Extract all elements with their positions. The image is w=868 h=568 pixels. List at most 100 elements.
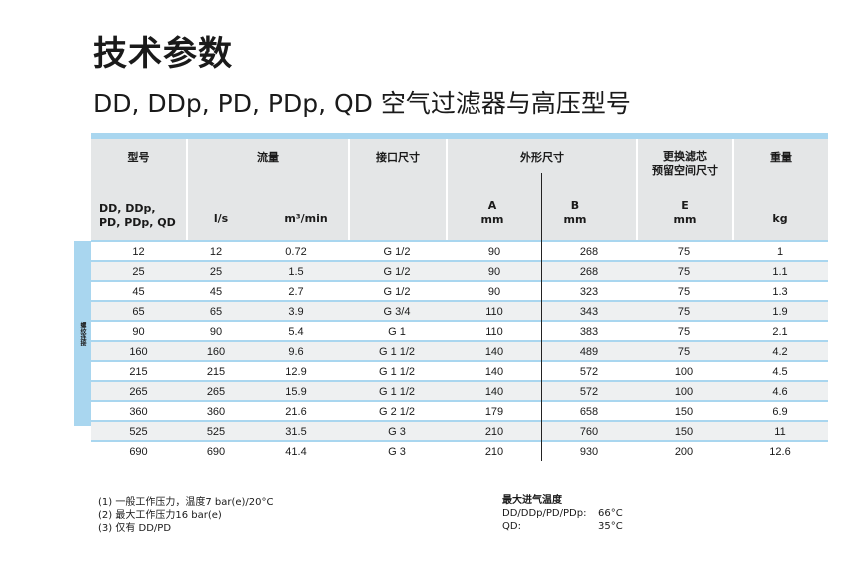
cell-dim-a: 110 (485, 326, 503, 338)
cell-model: 160 (129, 346, 148, 358)
cell-dim-e: 100 (674, 386, 694, 398)
cell-connection: G 1 1/2 (378, 386, 416, 398)
row-separator (91, 240, 828, 242)
max-temp-value-1: 66°C (598, 508, 623, 519)
cell-dim-e: 100 (674, 366, 694, 378)
cell-dim-a: 179 (484, 406, 504, 418)
cell-model: 215 (129, 366, 148, 378)
side-label: 螺纹连接 (79, 321, 86, 346)
cell-flow-m3min: 31.5 (285, 426, 307, 438)
cell-flow-ls: 90 (209, 326, 223, 338)
cell-flow-ls: 65 (209, 306, 223, 318)
cell-flow-ls: 25 (209, 266, 223, 278)
row-separator (91, 340, 828, 342)
cell-flow-ls: 265 (206, 386, 226, 398)
cell-flow-m3min: 3.9 (288, 306, 304, 318)
cell-dim-a: 90 (487, 286, 501, 298)
table-header (91, 139, 828, 241)
cell-flow-ls: 160 (206, 346, 226, 358)
cell-model: 265 (129, 386, 148, 398)
header-separator (636, 139, 638, 241)
cell-flow-m3min: 2.7 (288, 286, 304, 298)
header-model-names: DD, DDp, PD, PDp, QD (99, 202, 176, 229)
cell-dim-b: 572 (579, 366, 599, 378)
cell-model: 525 (129, 426, 148, 438)
header-unit-kg: kg (772, 212, 788, 225)
cell-weight: 1 (776, 246, 784, 258)
max-temp-label-1: DD/DDp/PD/PDp: (502, 508, 587, 519)
cell-dim-a: 210 (484, 446, 504, 458)
cell-flow-ls: 215 (206, 366, 226, 378)
cell-model: 90 (132, 326, 145, 338)
page-title: 技术参数 (93, 34, 233, 74)
cell-dim-e: 75 (677, 286, 691, 298)
cell-dim-a: 90 (487, 266, 501, 278)
table-top-bar (91, 133, 828, 139)
cell-flow-ls: 525 (206, 426, 226, 438)
cell-connection: G 2 1/2 (378, 406, 416, 418)
table-row: 25 25 1.5 G 1/2 90 268 75 1.1 (91, 262, 828, 282)
side-label-bar (74, 241, 91, 426)
cell-dim-a: 210 (484, 426, 504, 438)
row-separator (91, 400, 828, 402)
cell-dim-e: 75 (677, 306, 691, 318)
cell-flow-m3min: 0.72 (285, 246, 307, 258)
row-separator (91, 440, 828, 442)
cell-weight: 11 (774, 426, 786, 438)
cell-flow-ls: 12 (209, 246, 223, 258)
cell-dim-a: 90 (487, 246, 501, 258)
table-row: 90 90 5.4 G 1 110 383 75 2.1 (91, 322, 828, 342)
table-row: 65 65 3.9 G 3/4 110 343 75 1.9 (91, 302, 828, 322)
header-separator (446, 139, 448, 241)
cell-model: 690 (129, 446, 148, 458)
table-row: 160 160 9.6 G 1 1/2 140 489 75 4.2 (91, 342, 828, 362)
cell-dim-e: 75 (677, 246, 691, 258)
cell-dim-b: 268 (579, 266, 599, 278)
cell-dim-b: 343 (579, 306, 599, 318)
cell-model: 65 (132, 306, 145, 318)
cell-dim-b: 658 (579, 406, 599, 418)
cell-dim-a: 110 (485, 306, 503, 318)
cell-dim-b: 268 (579, 246, 599, 258)
header-dimensions: 外形尺寸 (520, 151, 564, 164)
cell-weight: 1.1 (772, 266, 788, 278)
cell-connection: G 3 (388, 446, 406, 458)
cell-flow-m3min: 21.6 (285, 406, 307, 418)
cell-flow-ls: 360 (206, 406, 226, 418)
cell-weight: 12.6 (769, 446, 791, 458)
header-connection: 接口尺寸 (376, 151, 420, 164)
cell-dim-e: 75 (677, 346, 691, 358)
cell-weight: 4.5 (772, 366, 788, 378)
cell-flow-ls: 45 (209, 286, 223, 298)
table-row: 12 12 0.72 G 1/2 90 268 75 1 (91, 242, 828, 262)
max-temp-title: 最大进气温度 (502, 495, 562, 506)
cell-model: 360 (129, 406, 148, 418)
cell-dim-b: 930 (579, 446, 599, 458)
cell-connection: G 1/2 (383, 266, 411, 278)
table-row: 265 265 15.9 G 1 1/2 140 572 100 4.6 (91, 382, 828, 402)
header-flow: 流量 (257, 151, 279, 164)
cell-weight: 4.6 (772, 386, 788, 398)
cell-dim-e: 75 (677, 326, 691, 338)
cell-connection: G 3 (388, 426, 406, 438)
header-dim-e: E mm (673, 199, 697, 226)
header-weight: 重量 (770, 151, 792, 164)
cell-connection: G 1/2 (383, 246, 411, 258)
cell-model: 45 (132, 286, 145, 298)
note-3: (3) 仅有 DD/PD (98, 523, 172, 534)
table-row: 690 690 41.4 G 3 210 930 200 12.6 (91, 442, 828, 462)
row-separator (91, 380, 828, 382)
row-separator (91, 260, 828, 262)
max-temp-value-2: 35°C (598, 521, 623, 532)
cell-flow-m3min: 5.4 (288, 326, 304, 338)
row-separator (91, 320, 828, 322)
cell-connection: G 1 (388, 326, 406, 338)
header-model: 型号 (127, 151, 150, 164)
note-1: (1) 一般工作压力，温度7 bar(e)/20°C (98, 497, 274, 508)
cell-dim-e: 150 (674, 426, 694, 438)
cell-dim-a: 140 (484, 366, 504, 378)
cell-dim-b: 383 (579, 326, 599, 338)
cell-dim-b: 572 (579, 386, 599, 398)
header-separator (186, 139, 188, 241)
cell-flow-ls: 690 (206, 446, 226, 458)
